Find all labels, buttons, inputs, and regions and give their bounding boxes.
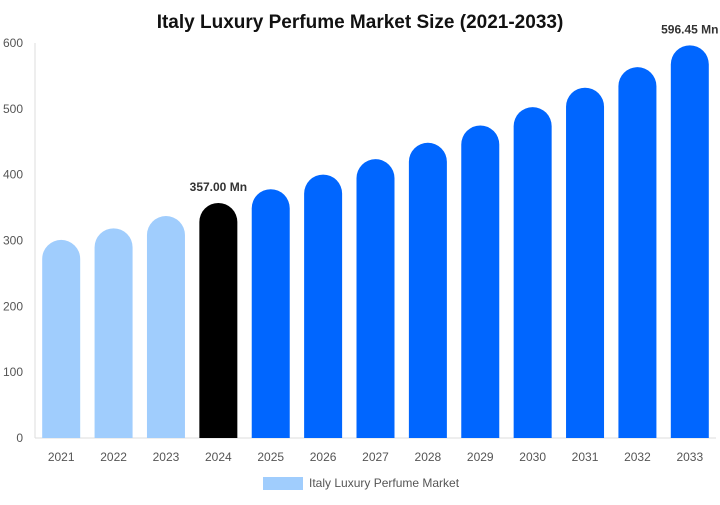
- x-tick-label: 2030: [519, 450, 546, 464]
- x-tick-label: 2031: [572, 450, 599, 464]
- chart-title: Italy Luxury Perfume Market Size (2021-2…: [157, 12, 564, 33]
- y-tick-label: 0: [16, 431, 23, 445]
- bar-2022[interactable]: [94, 228, 133, 438]
- data-label: 596.45 Mn: [661, 22, 718, 36]
- x-tick-label: 2033: [676, 450, 703, 464]
- bar-2026[interactable]: [304, 174, 343, 438]
- x-tick-label: 2026: [310, 450, 337, 464]
- bar-2021[interactable]: [42, 239, 81, 438]
- bar-2031[interactable]: [566, 87, 605, 439]
- bar-2032[interactable]: [618, 67, 657, 439]
- bar-2029[interactable]: [461, 125, 500, 438]
- x-tick-label: 2023: [153, 450, 180, 464]
- y-tick-label: 500: [3, 102, 23, 116]
- x-tick-label: 2021: [48, 450, 75, 464]
- legend-label: Italy Luxury Perfume Market: [309, 476, 460, 490]
- x-tick-label: 2032: [624, 450, 651, 464]
- x-tick-label: 2024: [205, 450, 232, 464]
- legend[interactable]: Italy Luxury Perfume Market: [263, 476, 460, 490]
- y-tick-label: 600: [3, 36, 23, 50]
- x-tick-label: 2029: [467, 450, 494, 464]
- x-tick-label: 2028: [415, 450, 442, 464]
- bar-2024[interactable]: [199, 202, 238, 438]
- bar-2023[interactable]: [146, 216, 185, 438]
- bar-2033[interactable]: [670, 45, 709, 438]
- y-tick-label: 400: [3, 168, 23, 182]
- y-tick-label: 300: [3, 234, 23, 248]
- y-tick-label: 100: [3, 365, 23, 379]
- x-tick-label: 2022: [100, 450, 127, 464]
- bar-2025[interactable]: [251, 189, 290, 438]
- x-tick-label: 2025: [257, 450, 284, 464]
- data-label: 357.00 Mn: [190, 180, 247, 194]
- legend-swatch: [263, 477, 303, 490]
- y-tick-label: 200: [3, 299, 23, 313]
- bar-2028[interactable]: [408, 142, 447, 438]
- x-tick-label: 2027: [362, 450, 389, 464]
- bar-2030[interactable]: [513, 107, 552, 438]
- bar-2027[interactable]: [356, 159, 395, 438]
